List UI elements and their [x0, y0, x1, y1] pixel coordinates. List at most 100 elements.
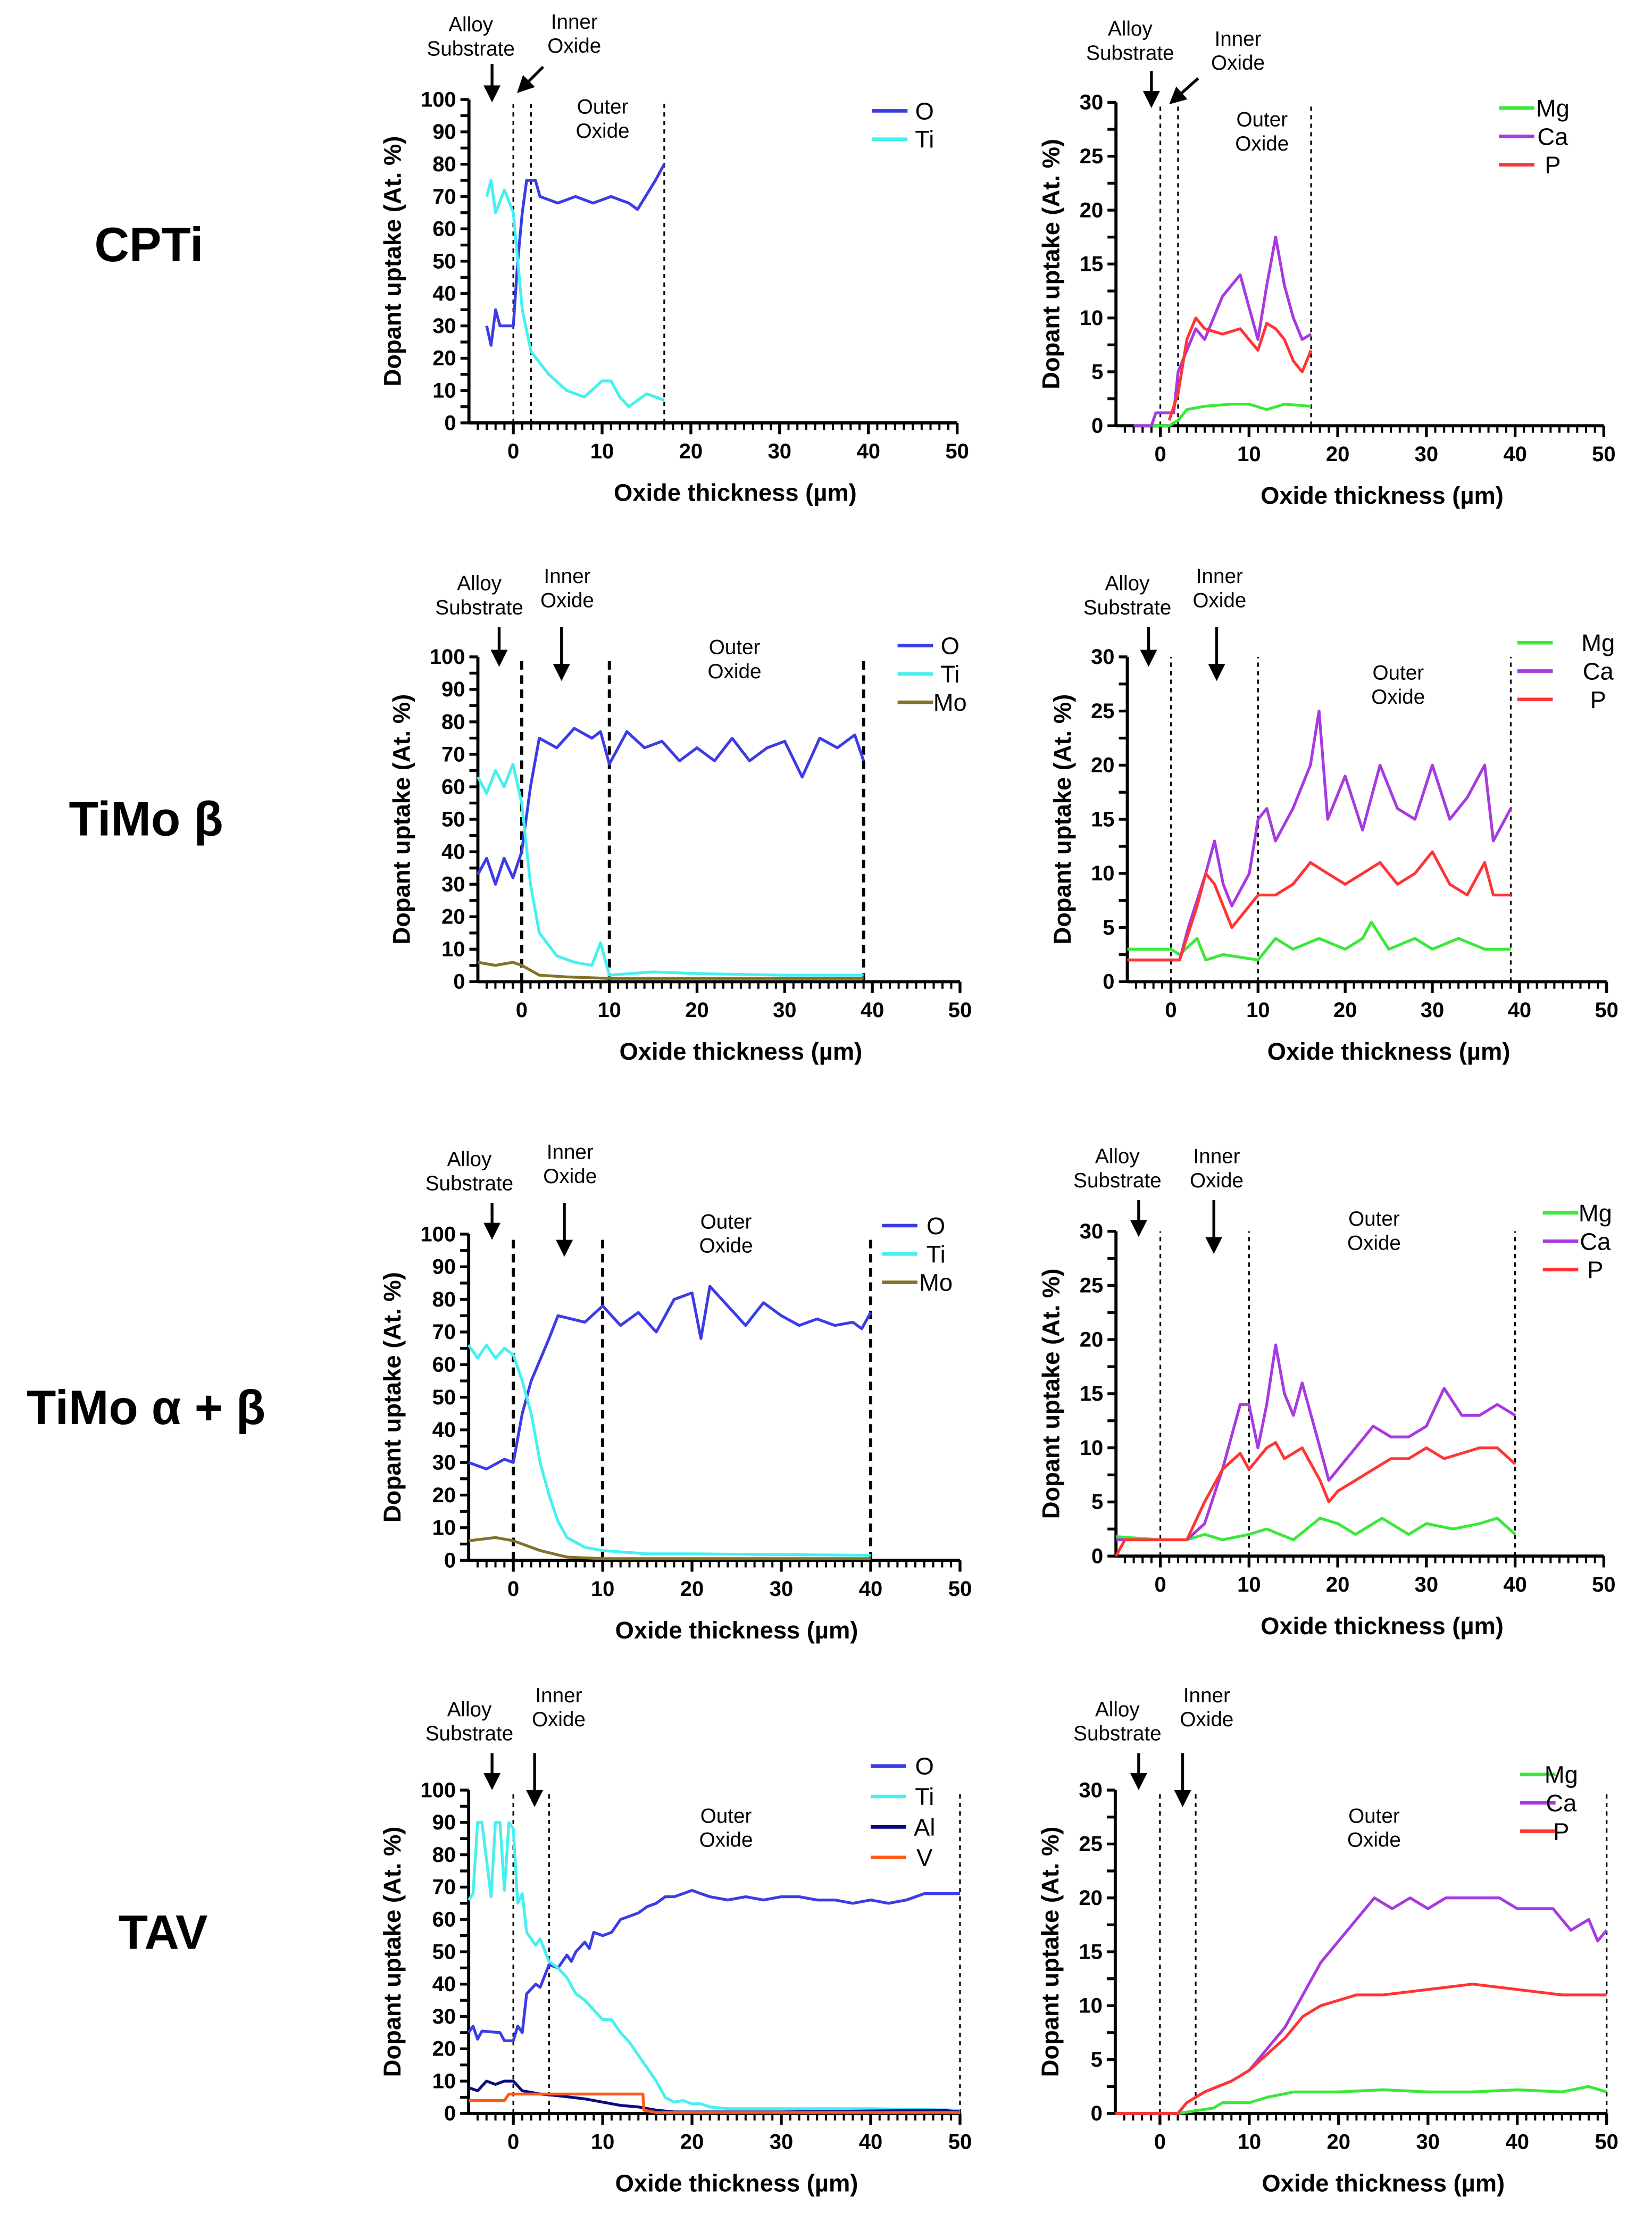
legend-label-P: P: [1545, 152, 1561, 179]
row-label: TiMo β: [69, 793, 223, 846]
y-tick-label: 15: [1080, 1382, 1103, 1405]
x-axis-label: Oxide thickness (µm): [615, 1617, 858, 1644]
x-axis-label: Oxide thickness (µm): [615, 2170, 858, 2197]
x-axis-label: Oxide thickness (µm): [1261, 482, 1504, 509]
x-tick-label: 20: [1326, 1573, 1349, 1596]
x-tick-label: 0: [1165, 998, 1177, 1022]
y-tick-label: 90: [432, 1811, 456, 1834]
x-tick-label: 30: [770, 2131, 793, 2154]
annotation-inner-oxide: Oxide: [1192, 589, 1246, 612]
x-tick-label: 20: [680, 2131, 704, 2154]
series-line-P: [1167, 316, 1313, 421]
x-tick-label: 50: [945, 440, 969, 463]
x-tick-label: 20: [685, 998, 708, 1022]
legend-label-Ca: Ca: [1537, 123, 1568, 150]
annotation-inner-oxide: Inner: [1214, 28, 1261, 51]
legend-label-Mg: Mg: [1536, 95, 1570, 122]
legend-label-Mg: Mg: [1545, 1761, 1578, 1788]
x-tick-label: 20: [1333, 998, 1357, 1022]
x-tick-label: 10: [591, 2131, 614, 2154]
series-line-Ti: [467, 1343, 871, 1557]
y-axis-label: Dopant uptake (At. %): [1038, 139, 1065, 389]
y-tick-label: 20: [1080, 198, 1103, 222]
legend-label-O: O: [941, 633, 960, 660]
legend-label-Ti: Ti: [927, 1241, 946, 1268]
y-tick-label: 0: [1091, 414, 1103, 438]
x-tick-label: 30: [1415, 443, 1438, 466]
x-tick-label: 40: [856, 440, 880, 463]
y-tick-label: 0: [1103, 970, 1114, 994]
y-tick-label: 50: [432, 1940, 456, 1963]
y-tick-label: 100: [420, 1778, 456, 1802]
annotation-inner-oxide: Inner: [547, 1141, 594, 1164]
chart-panel-TiMo-beta-dopants: 0 10 20 30 40 50 0 5 10 15 20 25 30 Oxide thickness (…: [1049, 565, 1618, 1065]
series-line-P: [1127, 850, 1511, 962]
series-line-Mg: [1115, 2085, 1607, 2115]
x-axis-label: Oxide thickness (µm): [620, 1038, 863, 1065]
y-tick-label: 0: [444, 1549, 456, 1572]
y-axis-label: Dopant uptake (At. %): [1049, 694, 1076, 945]
y-tick-label: 25: [1091, 700, 1114, 723]
series-line-Ti: [477, 762, 864, 977]
x-tick-label: 50: [1595, 998, 1618, 1022]
legend-label-Ti: Ti: [915, 126, 934, 153]
x-tick-label: 10: [1237, 443, 1261, 466]
annotation-alloy-substrate: Alloy: [1095, 1145, 1140, 1168]
legend-label-P: P: [1553, 1818, 1569, 1845]
x-tick-label: 30: [770, 1577, 793, 1601]
legend-label-V: V: [916, 1844, 933, 1871]
chart-panel-CPTi-dopants: 0 10 20 30 40 50 0 5 10 15 20 25 30 Oxide thickness (…: [1038, 18, 1616, 509]
row-label: TiMo α + β: [27, 1381, 265, 1435]
y-tick-label: 60: [432, 1908, 456, 1932]
series-line-O: [468, 1285, 872, 1471]
y-tick-label: 30: [432, 1451, 456, 1475]
x-tick-label: 10: [590, 440, 614, 463]
y-tick-label: 30: [1079, 1778, 1102, 1802]
y-tick-label: 10: [1080, 306, 1103, 330]
series-line-Mg: [1133, 403, 1312, 427]
y-tick-label: 70: [432, 185, 456, 209]
series-line-Mo: [468, 1536, 871, 1560]
y-tick-label: 90: [441, 678, 465, 701]
y-tick-label: 90: [432, 120, 456, 144]
x-axis-label: Oxide thickness (µm): [1267, 1038, 1511, 1065]
x-tick-label: 30: [1421, 998, 1444, 1022]
annotation-outer-oxide: Oxide: [699, 1829, 753, 1852]
x-tick-label: 40: [859, 1577, 882, 1601]
series-line-Mg: [1116, 1517, 1516, 1542]
annotation-alloy-substrate: Substrate: [435, 596, 523, 619]
y-axis-label: Dopant uptake (At. %): [379, 1827, 406, 2077]
series-line-Mg: [1127, 920, 1511, 962]
x-axis-label: Oxide thickness (µm): [1261, 1612, 1504, 1640]
legend-label-Ti: Ti: [940, 661, 960, 688]
y-tick-label: 30: [441, 873, 465, 896]
x-tick-label: 0: [507, 1577, 519, 1601]
y-tick-label: 0: [444, 411, 456, 435]
y-tick-label: 80: [432, 153, 456, 176]
y-tick-label: 70: [432, 1320, 456, 1344]
y-tick-label: 10: [432, 2069, 456, 2093]
series-line-V: [469, 2092, 960, 2114]
annotation-inner-oxide: Oxide: [543, 1165, 597, 1188]
annotation-alloy-substrate: Alloy: [447, 1698, 492, 1721]
y-tick-label: 10: [441, 938, 465, 961]
annotation-alloy-substrate: Substrate: [1083, 596, 1171, 619]
y-tick-label: 80: [432, 1843, 456, 1867]
legend-label-Ca: Ca: [1583, 658, 1614, 685]
y-tick-label: 10: [1091, 862, 1114, 885]
y-tick-label: 20: [441, 905, 465, 929]
y-tick-label: 100: [421, 88, 456, 111]
series-line-Ca: [1127, 710, 1512, 962]
x-tick-label: 30: [1415, 1573, 1438, 1596]
x-tick-label: 40: [1503, 1573, 1526, 1596]
x-tick-label: 40: [861, 998, 884, 1022]
annotation-alloy-substrate: Alloy: [448, 13, 493, 36]
annotation-alloy-substrate: Alloy: [1105, 572, 1150, 595]
annotation-inner-oxide: Oxide: [1211, 52, 1265, 74]
y-tick-label: 5: [1103, 916, 1114, 939]
annotation-outer-oxide: Outer: [1348, 1804, 1400, 1827]
x-tick-label: 50: [948, 1577, 972, 1601]
series-line-P: [1115, 1983, 1607, 2115]
annotation-outer-oxide: Outer: [1348, 1208, 1400, 1230]
legend-label-O: O: [927, 1212, 945, 1239]
